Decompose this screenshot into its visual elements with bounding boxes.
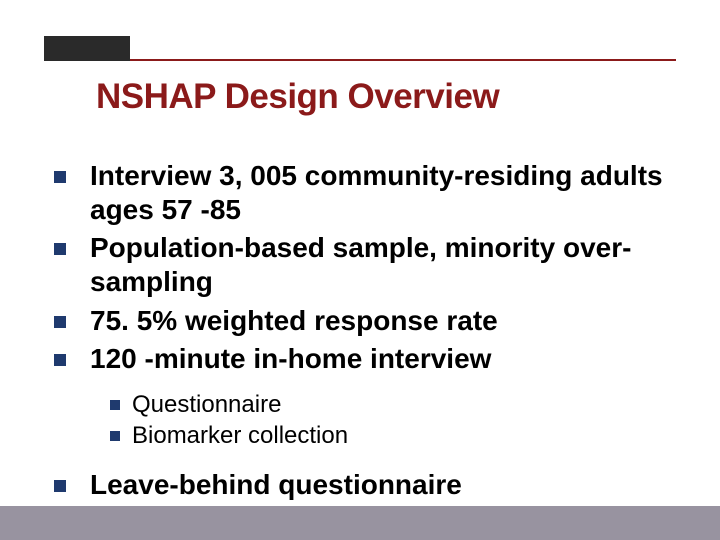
list-item: Interview 3, 005 community-residing adul… xyxy=(54,159,676,227)
bullet-square-icon xyxy=(54,354,66,366)
top-bar xyxy=(44,36,676,61)
bottom-band xyxy=(0,506,720,540)
top-bar-left-block xyxy=(44,36,130,61)
bullet-text: Biomarker collection xyxy=(132,421,348,450)
list-item: 120 -minute in-home interview xyxy=(54,342,676,376)
bullet-text: 75. 5% weighted response rate xyxy=(90,304,498,338)
bullet-text: Interview 3, 005 community-residing adul… xyxy=(90,159,676,227)
list-item: Biomarker collection xyxy=(110,421,676,450)
slide-content: Interview 3, 005 community-residing adul… xyxy=(54,159,676,503)
list-item: Leave-behind questionnaire xyxy=(54,468,676,502)
bullet-square-icon xyxy=(110,400,120,410)
bullet-square-icon xyxy=(54,480,66,492)
bullet-square-icon xyxy=(54,243,66,255)
slide: NSHAP Design Overview Interview 3, 005 c… xyxy=(0,0,720,540)
top-bar-divider xyxy=(130,36,676,61)
bullet-square-icon xyxy=(110,431,120,441)
trailing-bullet-list: Leave-behind questionnaire xyxy=(54,468,676,502)
bullet-text: 120 -minute in-home interview xyxy=(90,342,491,376)
list-item: Population-based sample, minority over-s… xyxy=(54,231,676,299)
bullet-square-icon xyxy=(54,316,66,328)
bullet-text: Questionnaire xyxy=(132,390,281,419)
bullet-text: Leave-behind questionnaire xyxy=(90,468,462,502)
list-item: 75. 5% weighted response rate xyxy=(54,304,676,338)
bullet-square-icon xyxy=(54,171,66,183)
sub-bullet-list: Questionnaire Biomarker collection xyxy=(54,390,676,451)
bullet-text: Population-based sample, minority over-s… xyxy=(90,231,676,299)
main-bullet-list: Interview 3, 005 community-residing adul… xyxy=(54,159,676,376)
list-item: Questionnaire xyxy=(110,390,676,419)
slide-title: NSHAP Design Overview xyxy=(96,77,676,117)
